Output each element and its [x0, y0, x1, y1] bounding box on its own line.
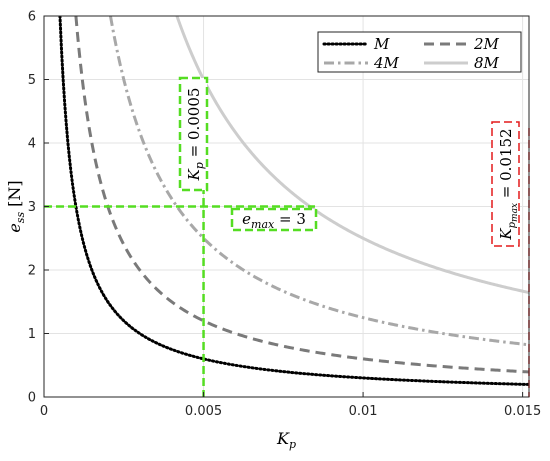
- y-axis-label-main: e: [5, 223, 24, 232]
- kpmax-annotation-box: [491, 121, 520, 247]
- legend-box: [317, 31, 522, 73]
- annotation-lines: [44, 78, 530, 397]
- emax-annotation-label: emax = 3: [242, 210, 306, 231]
- series-line: [74, 16, 529, 374]
- series-line: [58, 16, 529, 386]
- legend-items: M 2M 4M 8M: [322, 35, 500, 72]
- x-tick-label: 0.015: [504, 404, 541, 419]
- x-axis-label-sub: p: [289, 438, 296, 451]
- series-line: [175, 16, 529, 295]
- emax-annotation-box: [230, 207, 318, 232]
- kp-annotation: Kp = 0.0005: [178, 76, 209, 192]
- series-lines: [58, 16, 529, 386]
- y-axis-label: ess [N]: [5, 180, 27, 232]
- kpmax-annotation-label: Kpmax = 0.0152: [497, 128, 520, 240]
- y-tick-label: 2: [28, 264, 36, 279]
- x-tick-label: 0.005: [185, 404, 222, 419]
- y-tick-label: 6: [28, 10, 36, 25]
- y-tick-label: 1: [28, 327, 36, 342]
- series-line: [108, 16, 529, 347]
- y-axis-label-sub: ss: [14, 212, 27, 224]
- x-axis-label-main: K: [276, 429, 290, 448]
- legend-label: 2M: [473, 35, 500, 53]
- y-tick-label: 5: [28, 73, 36, 88]
- y-tick-label: 3: [28, 200, 36, 215]
- axis-ticks: 0 0.005 0.01 0.015 0 1 2 3 4 5 6: [28, 10, 542, 420]
- legend-label: M: [373, 35, 390, 53]
- x-axis-label: Kp: [276, 429, 296, 451]
- x-tick-label: 0.01: [349, 404, 378, 419]
- legend-label: 4M: [373, 54, 400, 72]
- emax-annotation: emax = 3: [230, 207, 318, 232]
- legend: M 2M 4M 8M: [317, 31, 522, 73]
- kpmax-annotation: Kpmax = 0.0152: [491, 121, 520, 247]
- kp-annotation-box: [178, 76, 209, 192]
- y-axis-label-unit: [N]: [5, 180, 24, 212]
- legend-label: 8M: [474, 54, 500, 72]
- y-tick-label: 0: [28, 391, 36, 406]
- kp-annotation-label: Kp = 0.0005: [185, 88, 206, 182]
- y-tick-label: 4: [28, 137, 36, 152]
- x-tick-label: 0: [40, 404, 48, 419]
